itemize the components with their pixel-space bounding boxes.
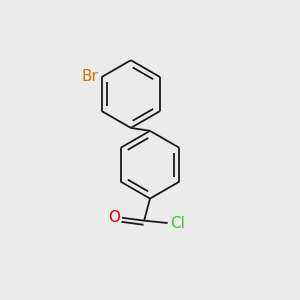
Text: Br: Br (82, 69, 99, 84)
Text: Cl: Cl (170, 215, 185, 230)
Text: O: O (108, 210, 120, 225)
